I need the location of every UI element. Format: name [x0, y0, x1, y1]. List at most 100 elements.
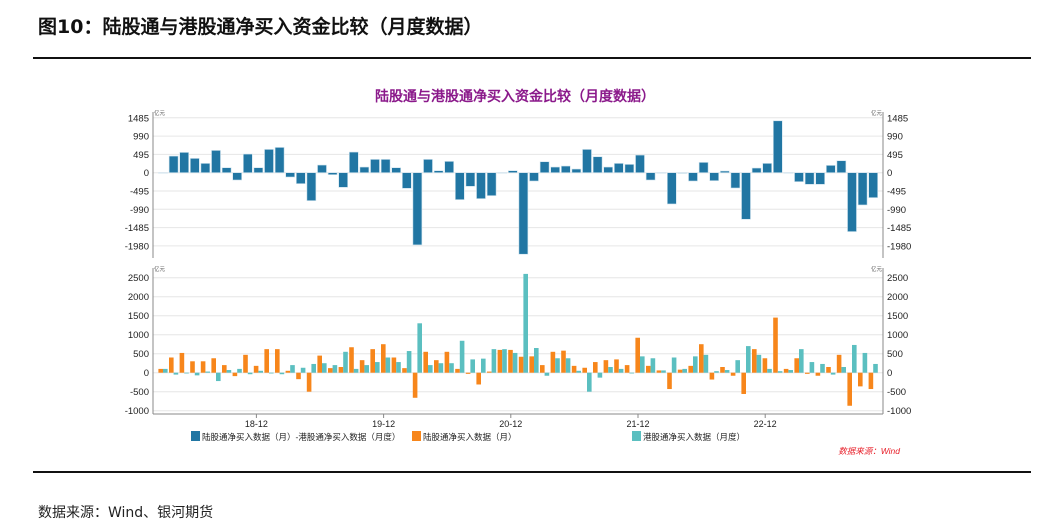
bar-southbound	[247, 372, 253, 375]
bar-diff	[423, 159, 433, 174]
bar-southbound	[576, 370, 581, 373]
bar-southbound	[693, 356, 698, 373]
bar-diff	[635, 154, 645, 174]
unit-label-right: 亿元	[871, 109, 883, 117]
bar-southbound	[226, 370, 232, 373]
bar-diff	[719, 170, 730, 173]
bar-southbound	[332, 365, 338, 373]
bar-northbound	[169, 357, 174, 373]
legend-label-south: 港股通净买入数据（月度）	[643, 432, 745, 442]
bar-northbound	[847, 372, 852, 406]
bar-northbound	[296, 372, 301, 380]
bar-diff	[603, 166, 614, 174]
y-tick-right: 500	[887, 349, 903, 360]
bar-southbound	[449, 363, 454, 373]
x-tick-label: 20-12	[499, 419, 522, 429]
bar-diff	[433, 170, 444, 174]
bar-diff	[868, 172, 879, 198]
bar-northbound	[646, 365, 651, 373]
source-note: 数据来源：Wind	[838, 446, 900, 456]
bar-northbound	[699, 344, 704, 373]
bar-southbound	[512, 352, 518, 373]
bar-diff	[677, 172, 688, 174]
bar-diff	[507, 170, 518, 174]
bar-southbound	[523, 273, 528, 373]
bar-southbound	[555, 358, 560, 373]
figure-title: 图10：陆股通与港股通净买入资金比较（月度数据）	[38, 16, 483, 38]
bar-diff	[529, 172, 539, 182]
bar-northbound	[370, 349, 375, 373]
bar-southbound	[830, 372, 836, 375]
bar-diff	[825, 165, 836, 174]
bar-diff	[232, 172, 242, 181]
bar-diff	[243, 153, 253, 174]
bar-diff	[412, 172, 423, 246]
bar-southbound	[300, 367, 306, 373]
bar-diff	[804, 172, 815, 185]
bar-southbound	[385, 357, 391, 373]
bar-northbound	[359, 360, 365, 373]
unit-label-right: 亿元	[871, 265, 883, 273]
y-tick-left: 0	[144, 368, 149, 379]
bar-northbound	[243, 354, 248, 373]
bar-diff	[211, 150, 221, 173]
bar-diff	[274, 147, 285, 173]
bar-northbound	[211, 358, 216, 373]
bar-southbound	[205, 371, 210, 373]
bar-diff	[518, 172, 529, 255]
bar-northbound	[487, 371, 492, 373]
footer-source: 数据来源：Wind、银河期货	[38, 505, 214, 521]
bar-southbound	[703, 354, 709, 373]
bar-northbound	[476, 372, 481, 385]
bar-northbound	[836, 354, 842, 373]
bar-diff	[762, 163, 773, 173]
bar-southbound	[184, 372, 189, 374]
bar-diff	[582, 149, 592, 173]
bar-southbound	[873, 363, 878, 373]
y-tick-right: 2000	[887, 292, 908, 303]
bar-southbound	[724, 370, 730, 373]
bar-diff	[794, 172, 804, 182]
bar-southbound	[640, 356, 645, 373]
bar-northbound	[306, 372, 312, 392]
bar-northbound	[656, 370, 662, 373]
bar-diff	[741, 172, 751, 220]
bar-northbound	[858, 372, 863, 387]
legend-swatch-diff	[191, 431, 200, 441]
bar-northbound	[783, 368, 789, 373]
bar-northbound	[571, 365, 577, 373]
bar-diff	[285, 172, 296, 178]
bar-northbound	[752, 349, 757, 373]
bar-diff	[751, 167, 762, 174]
bar-diff	[592, 156, 603, 174]
bar-northbound	[455, 368, 460, 373]
bar-diff	[295, 172, 306, 184]
bar-diff	[688, 172, 698, 182]
bar-northbound	[232, 372, 238, 377]
bar-southbound	[311, 363, 316, 373]
bar-southbound	[862, 352, 868, 373]
y-tick-right: -495	[887, 187, 906, 198]
bar-southbound	[396, 362, 401, 373]
bar-northbound	[423, 351, 428, 373]
bar-diff	[476, 172, 486, 199]
bar-southbound	[650, 358, 656, 373]
bar-diff	[454, 172, 465, 200]
bar-southbound	[406, 351, 412, 373]
bar-northbound	[720, 367, 725, 373]
bar-southbound	[428, 365, 433, 373]
x-tick-label: 19-12	[372, 419, 395, 429]
bar-northbound	[624, 365, 630, 373]
y-tick-left: -1485	[125, 223, 149, 234]
y-tick-right: 1000	[887, 330, 908, 341]
legend-label-north: 陆股通净买入数据（月）	[423, 432, 517, 442]
bar-diff	[391, 167, 402, 174]
bar-diff	[380, 159, 391, 174]
bar-diff	[179, 152, 189, 174]
bar-northbound	[688, 365, 693, 373]
bar-diff	[709, 172, 720, 181]
bar-southbound	[618, 368, 624, 373]
bar-southbound	[353, 368, 359, 373]
bar-southbound	[258, 370, 263, 373]
legend-swatch-south	[632, 431, 641, 441]
